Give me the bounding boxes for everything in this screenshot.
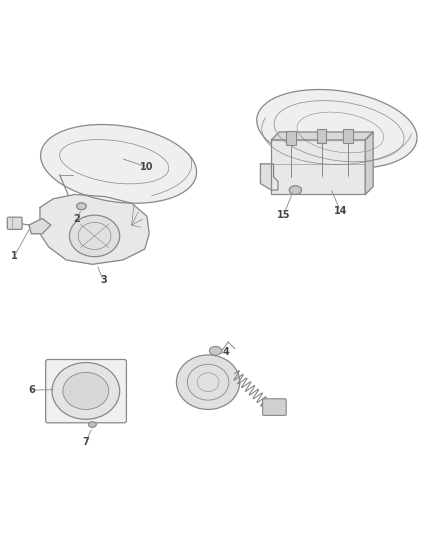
FancyBboxPatch shape [286, 131, 296, 144]
Ellipse shape [41, 125, 197, 203]
Ellipse shape [70, 215, 120, 257]
FancyBboxPatch shape [272, 140, 365, 195]
Text: 6: 6 [29, 385, 35, 395]
Ellipse shape [209, 346, 222, 355]
FancyBboxPatch shape [46, 359, 127, 423]
Text: 14: 14 [334, 206, 347, 216]
Ellipse shape [257, 90, 417, 168]
Polygon shape [29, 219, 51, 234]
Text: 3: 3 [100, 276, 107, 286]
Polygon shape [40, 195, 149, 264]
FancyBboxPatch shape [317, 128, 326, 142]
Text: 15: 15 [277, 210, 290, 220]
FancyBboxPatch shape [7, 217, 22, 229]
Text: 1: 1 [11, 251, 18, 261]
Ellipse shape [77, 203, 86, 210]
Polygon shape [272, 132, 373, 140]
Ellipse shape [289, 185, 301, 195]
Ellipse shape [63, 373, 109, 409]
FancyBboxPatch shape [343, 128, 353, 142]
Text: 7: 7 [82, 437, 89, 447]
Polygon shape [261, 164, 278, 190]
Text: 4: 4 [222, 346, 229, 357]
Polygon shape [365, 132, 373, 195]
FancyBboxPatch shape [263, 399, 286, 415]
Ellipse shape [52, 362, 120, 419]
Ellipse shape [177, 355, 240, 409]
Ellipse shape [88, 422, 96, 427]
Text: 10: 10 [140, 162, 154, 172]
Text: 2: 2 [74, 214, 81, 224]
